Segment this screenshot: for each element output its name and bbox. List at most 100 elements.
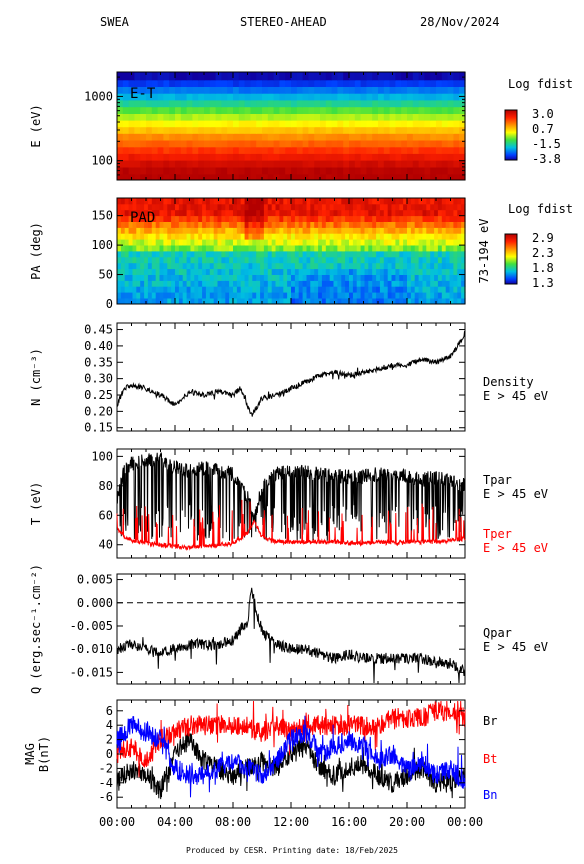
pad-cell — [236, 262, 242, 270]
spectrogram-cell — [140, 126, 147, 134]
pad-cell — [287, 233, 292, 240]
spectrogram-cell — [395, 72, 402, 81]
spectrogram-cell — [302, 106, 309, 114]
pad-cell — [337, 239, 342, 246]
pad-cell — [352, 198, 358, 205]
spectrogram-cell — [302, 167, 309, 175]
pad-cell — [120, 198, 126, 205]
pad-cell — [151, 209, 157, 217]
pad-cell — [306, 227, 311, 234]
spectrogram-cell — [360, 120, 367, 128]
spectrogram-cell — [436, 113, 443, 121]
pad-cell — [449, 286, 454, 293]
spectrogram-cell — [291, 146, 298, 154]
pad-cell — [213, 268, 219, 275]
spectrogram-cell — [320, 100, 327, 108]
pad-cell — [314, 239, 319, 246]
y-tick-label: 0.35 — [84, 355, 113, 369]
pad-cell — [430, 274, 435, 281]
pad-cell — [461, 280, 466, 287]
spectrogram-cell — [163, 126, 170, 134]
pad-cell — [372, 251, 377, 258]
pad-cell — [383, 221, 389, 228]
pad-cell — [256, 203, 261, 211]
spectrogram-cell — [267, 79, 275, 87]
pad-cell — [140, 215, 145, 222]
spectrogram-cell — [296, 113, 304, 121]
spectrogram-cell — [244, 93, 251, 101]
spectrogram-cell — [151, 140, 159, 148]
spectrogram-cell — [383, 113, 391, 121]
spectrogram-cell — [256, 167, 263, 175]
pad-cell — [225, 209, 230, 217]
spectrogram-cell — [204, 174, 211, 181]
plot-frame — [116, 573, 466, 685]
pad-cell — [217, 280, 222, 287]
pad-cell — [453, 198, 458, 205]
spectrogram-cell — [140, 120, 147, 128]
pad-cell — [337, 215, 342, 222]
spectrogram-cell — [401, 140, 408, 148]
pad-cell — [221, 256, 226, 264]
pad-cell — [178, 203, 184, 211]
spectrogram-cell — [302, 146, 309, 154]
spectrogram-cell — [198, 174, 205, 181]
spectrogram-cell — [302, 126, 309, 134]
pad-cell — [333, 198, 338, 205]
spectrogram-cell — [389, 72, 396, 81]
pad-cell — [260, 245, 265, 252]
pad-cell — [383, 286, 389, 293]
pad-cell — [260, 256, 265, 264]
spectrogram-cell — [366, 79, 373, 87]
pad-cell — [306, 221, 311, 228]
spectrogram-cell — [407, 100, 414, 108]
spectrogram-cell — [250, 120, 257, 128]
pad-cell — [202, 251, 207, 258]
spectrogram-cell — [140, 133, 147, 141]
spectrogram-cell — [296, 153, 304, 161]
pad-cell — [379, 298, 385, 305]
pad-cell — [449, 274, 454, 281]
pad-cell — [256, 280, 261, 287]
spectrogram-cell — [221, 153, 228, 161]
spectrogram-cell — [412, 93, 420, 101]
pad-cell — [213, 221, 219, 228]
pad-cell — [368, 198, 373, 205]
spectrogram-cell — [256, 100, 263, 108]
spectrogram-cell — [430, 86, 437, 94]
spectrogram-cell — [267, 133, 275, 141]
pad-cell — [186, 274, 192, 281]
pad-cell — [271, 298, 277, 305]
spectrogram-cell — [447, 167, 454, 175]
spectrogram-cell — [343, 79, 350, 87]
pad-cell — [190, 251, 195, 258]
spectrogram-cell — [180, 146, 188, 154]
pad-cell — [120, 209, 126, 217]
pad-cell — [205, 251, 211, 258]
pad-cell — [399, 198, 404, 205]
pad-cell — [291, 209, 296, 217]
pad-cell — [364, 292, 369, 299]
pad-cell — [240, 292, 246, 299]
spectrogram-cell — [389, 100, 396, 108]
pad-cell — [275, 233, 280, 240]
pad-cell — [167, 233, 172, 240]
pad-cell — [376, 280, 381, 287]
pad-cell — [376, 209, 381, 217]
pad-cell — [221, 198, 226, 205]
pad-cell — [256, 245, 261, 252]
pad-cell — [318, 274, 323, 281]
spectrogram-cell — [204, 126, 211, 134]
pad-cell — [414, 292, 420, 299]
pad-cell — [163, 215, 168, 222]
pad-cell — [124, 251, 130, 258]
spectrogram-cell — [279, 167, 286, 175]
pad-cell — [182, 209, 188, 217]
pad-cell — [399, 239, 404, 246]
spectrogram-cell — [128, 153, 135, 161]
pad-cell — [298, 286, 304, 293]
spectrogram-cell — [395, 113, 402, 121]
spectrogram-cell — [128, 106, 135, 114]
spectrogram-cell — [256, 140, 263, 148]
pad-cell — [349, 292, 354, 299]
